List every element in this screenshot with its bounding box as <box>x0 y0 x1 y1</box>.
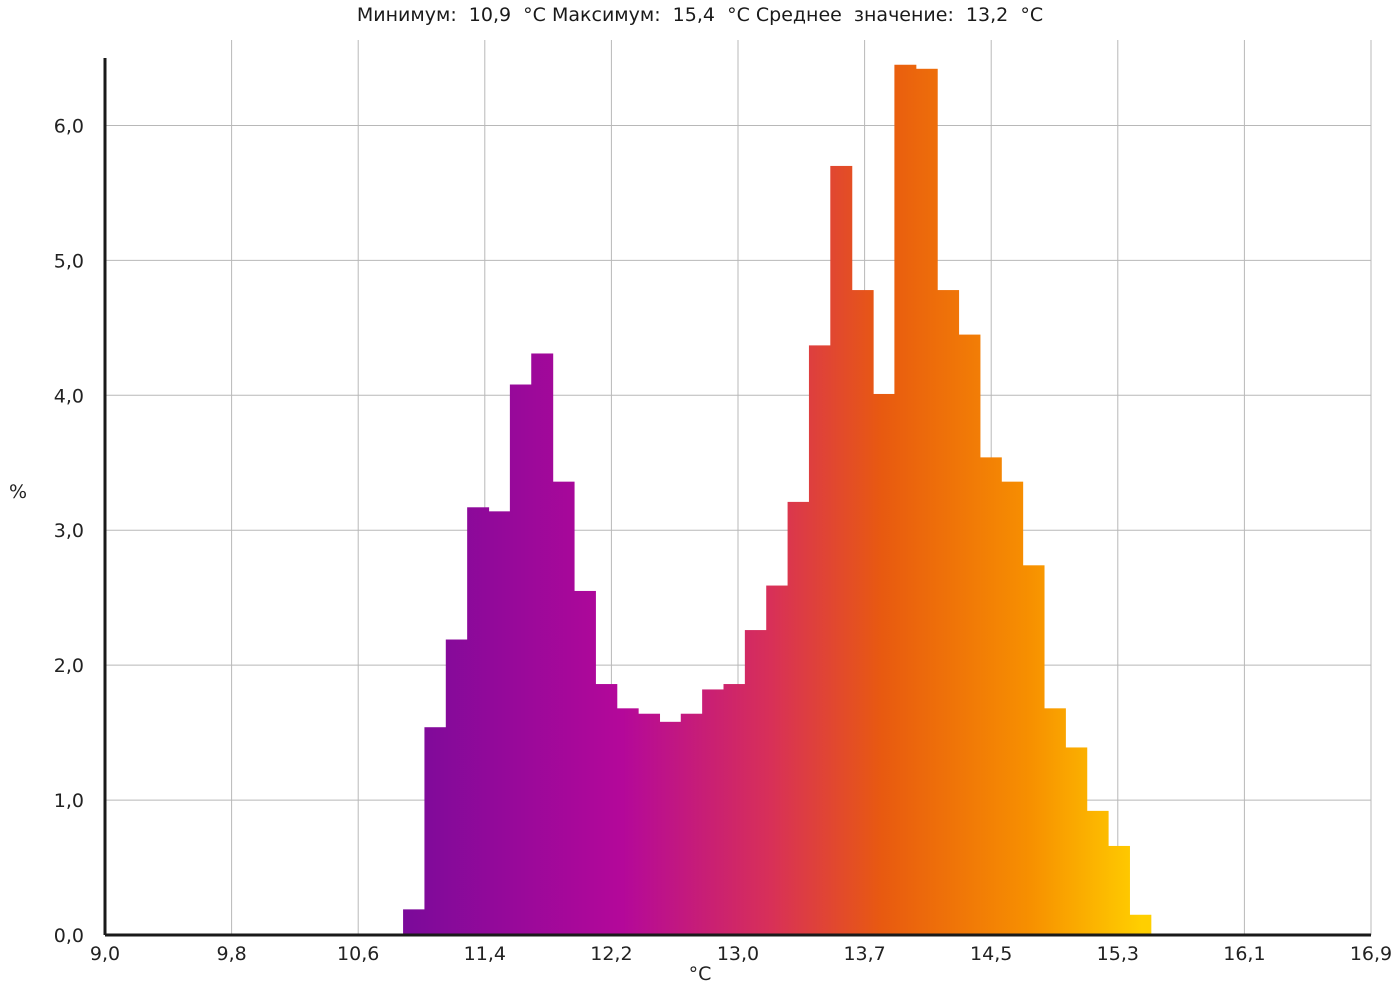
histogram-bar <box>937 290 960 935</box>
y-axis-label: % <box>9 481 27 503</box>
histogram-bar <box>595 684 618 935</box>
x-tick-label: 16,9 <box>1350 943 1392 965</box>
histogram-bar <box>851 290 874 935</box>
x-tick-label: 15,3 <box>1097 943 1139 965</box>
x-tick-labels: 9,0 9,8 10,6 11,4 12,2 13,0 13,7 14,5 15,3 16,1 16… <box>90 943 1392 965</box>
histogram-bar <box>873 393 895 935</box>
histogram-bar <box>808 345 831 936</box>
histogram-bar <box>509 384 532 935</box>
x-tick-label: 9,8 <box>216 943 246 965</box>
y-tick-label: 2,0 <box>54 655 84 677</box>
histogram-bar <box>1001 481 1024 935</box>
histogram-bar <box>1043 708 1066 935</box>
histogram-bar <box>723 684 746 935</box>
histogram-bar <box>1129 914 1152 935</box>
histogram-bar <box>702 689 725 935</box>
x-tick-label: 14,5 <box>970 943 1012 965</box>
x-tick-label: 13,0 <box>717 943 759 965</box>
axes <box>103 58 1371 937</box>
histogram-bar <box>403 909 426 935</box>
histogram-bar <box>1022 565 1045 935</box>
histogram-bar <box>915 68 938 936</box>
x-tick-label: 9,0 <box>90 943 120 965</box>
histogram-bar <box>894 64 917 935</box>
histogram-bar <box>616 708 639 935</box>
histogram-bar <box>638 713 661 935</box>
y-tick-label: 1,0 <box>54 790 84 812</box>
x-tick-label: 11,4 <box>464 943 506 965</box>
y-tick-label: 4,0 <box>54 385 84 407</box>
histogram-bar <box>958 334 981 936</box>
histogram-bars <box>403 64 1152 936</box>
histogram-bar <box>424 727 447 935</box>
y-tick-label: 6,0 <box>54 115 84 137</box>
grid-lines <box>105 40 1372 935</box>
y-tick-label: 0,0 <box>54 925 84 947</box>
histogram-bar <box>573 590 596 935</box>
x-tick-label: 16,1 <box>1223 943 1265 965</box>
x-axis-label: °C <box>689 963 712 985</box>
stats-summary: Минимум: 10,9 °C Максимум: 15,4 °C Средн… <box>356 4 1044 26</box>
histogram-bar <box>467 507 490 935</box>
histogram-bar <box>552 481 575 935</box>
histogram-bar <box>1086 810 1109 935</box>
histogram-bar <box>445 639 468 935</box>
histogram-bar <box>1065 747 1088 935</box>
histogram-bar <box>531 353 554 935</box>
histogram-bar <box>1108 845 1130 935</box>
histogram-bar <box>787 501 810 935</box>
histogram-bar <box>659 721 682 935</box>
histogram-bar <box>830 165 853 935</box>
x-tick-label: 10,6 <box>337 943 379 965</box>
histogram-bar <box>488 511 511 935</box>
histogram-bar <box>979 457 1002 935</box>
y-tick-label: 3,0 <box>54 520 84 542</box>
x-tick-label: 13,7 <box>843 943 885 965</box>
histogram-bar <box>766 585 789 935</box>
histogram-bar <box>744 630 767 935</box>
x-tick-label: 12,2 <box>590 943 632 965</box>
histogram-bar <box>680 713 703 935</box>
y-tick-label: 5,0 <box>54 250 84 272</box>
y-tick-labels: 0,0 1,0 2,0 3,0 4,0 5,0 6,0 <box>54 115 84 947</box>
